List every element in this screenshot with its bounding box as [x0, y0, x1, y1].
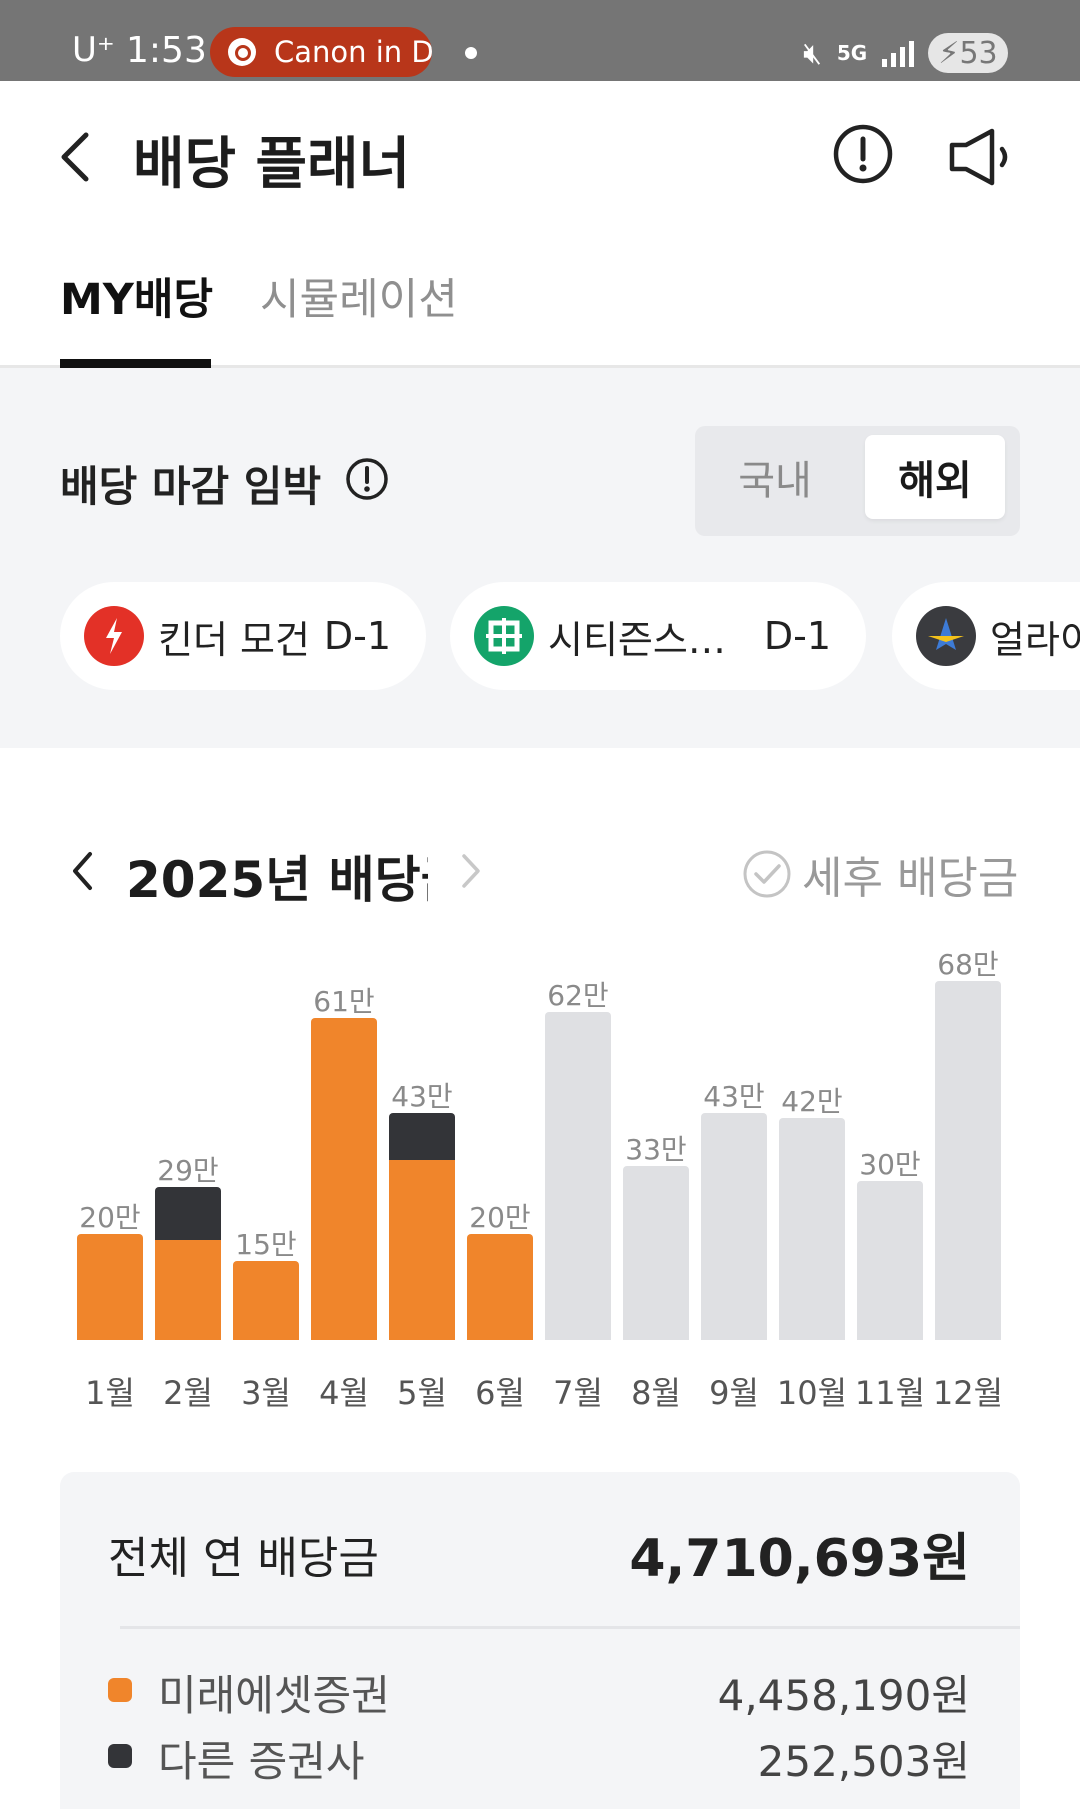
bar-value-label: 15만 [235, 1227, 297, 1261]
legend-value: 4,458,190원 [717, 1671, 970, 1720]
bar-8월[interactable] [623, 1165, 689, 1340]
month-label: 10월 [776, 1374, 848, 1412]
bar-value-label: 42만 [781, 1085, 843, 1118]
tab-my-dividend[interactable]: MY배당 [60, 275, 214, 325]
next-year-icon[interactable] [460, 852, 482, 890]
bar-value-label: 30만 [859, 1148, 921, 1182]
bar-5월[interactable] [389, 1160, 455, 1340]
bar-value-label: 29만 [157, 1153, 219, 1187]
deadline-chip-list[interactable]: 킨더 모건 D-1 시티즌스… D-1 얼라이 [0, 582, 1080, 692]
legend-row-mirae: 미래에셋증권 4,458,190원 [108, 1658, 970, 1720]
month-label: 11월 [854, 1374, 926, 1412]
status-icons: 🔇︎ 5G ⚡ 53 [803, 30, 1008, 76]
d-day-badge: D-1 [763, 614, 831, 658]
battery-indicator: ⚡ 53 [928, 33, 1008, 73]
bar-11월[interactable] [857, 1181, 923, 1340]
dividend-deadline-section: 배당 마감 임박 국내 해외 킨더 모건 D-1 시티즌스… D-1 [0, 368, 1080, 748]
d-day-badge: D-1 [323, 614, 392, 658]
legend-swatch [108, 1678, 132, 1702]
back-arrow-icon[interactable] [56, 129, 96, 185]
bar-value-label: 68만 [937, 947, 999, 981]
overseas-toggle-button[interactable]: 해외 [865, 435, 1005, 519]
bar-1월[interactable] [77, 1234, 143, 1340]
bar-value-label: 33만 [625, 1132, 687, 1166]
bar-2월[interactable] [155, 1239, 221, 1340]
legend-name: 다른 증권사 [158, 1737, 365, 1786]
divider [120, 1626, 1020, 1629]
legend-value: 252,503원 [757, 1737, 970, 1786]
carrier-label: U⁺ [72, 30, 115, 70]
year-title: 2025년 배당금 [126, 851, 428, 909]
legend-row-other: 다른 증권사 252,503원 [108, 1724, 970, 1786]
check-circle-icon [743, 850, 791, 898]
kinder-morgan-logo-icon [84, 606, 144, 666]
bar-value-label: 20만 [79, 1201, 141, 1235]
active-tab-indicator [60, 359, 211, 368]
bar-value-label: 62만 [547, 979, 609, 1013]
stock-chip[interactable]: 시티즌스… D-1 [450, 582, 866, 690]
total-value: 4,710,693원 [629, 1529, 970, 1589]
total-label: 전체 연 배당금 [108, 1533, 379, 1584]
status-bar: U⁺ 1:53 Canon in D 🔇︎ 5G ⚡ 53 [0, 0, 1080, 81]
month-label: 4월 [319, 1374, 369, 1412]
month-label: 8월 [631, 1374, 681, 1412]
bar-value-label: 61만 [313, 984, 375, 1018]
previous-year-icon[interactable] [70, 850, 96, 892]
market-toggle: 국내 해외 [695, 426, 1020, 536]
page-title: 배당 플래너 [133, 132, 411, 197]
after-tax-toggle[interactable]: 세후 배당금 [742, 842, 1018, 906]
notification-dot-icon [465, 47, 477, 59]
after-tax-label: 세후 배당금 [802, 853, 1019, 904]
annual-summary-card: 전체 연 배당금 4,710,693원 미래에셋증권 4,458,190원 다른… [60, 1472, 1020, 1809]
bar-value-label: 43만 [391, 1079, 453, 1113]
legend-swatch [108, 1744, 132, 1768]
mute-icon: 🔇︎ [803, 35, 822, 71]
domestic-toggle-button[interactable]: 국내 [738, 458, 812, 504]
month-label: 7월 [553, 1374, 603, 1412]
bar-5월[interactable] [389, 1112, 455, 1161]
media-title: Canon in D [274, 35, 432, 69]
tab-bar: MY배당 시뮬레이션 [0, 221, 1080, 368]
battery-level: 53 [959, 35, 998, 71]
month-label: 12월 [932, 1374, 1004, 1412]
month-label: 5월 [397, 1374, 447, 1412]
section-title: 배당 마감 임박 [60, 462, 322, 511]
month-label: 3월 [241, 1374, 291, 1412]
network-type: 5G [836, 41, 868, 65]
media-pill[interactable]: Canon in D [210, 27, 432, 77]
speaker-icon[interactable] [948, 127, 1014, 187]
stock-name: 시티즌스… [548, 617, 726, 662]
ally-logo-icon [916, 606, 976, 666]
citizens-logo-icon [474, 606, 534, 666]
month-label: 9월 [709, 1374, 759, 1412]
clock: 1:53 [126, 30, 207, 71]
music-icon [228, 38, 256, 66]
bar-12월[interactable] [935, 980, 1001, 1340]
bar-value-label: 20만 [469, 1201, 531, 1235]
monthly-dividend-chart: 20만 1월 29만 2월 15만 3월 61만 4월 43만 5월 20만 6월 62만 7월 33만 8월… [0, 948, 1080, 1420]
bar-2월[interactable] [155, 1186, 221, 1240]
bar-10월[interactable] [779, 1118, 845, 1340]
bar-4월[interactable] [311, 1017, 377, 1340]
stock-chip[interactable]: 킨더 모건 D-1 [60, 582, 426, 690]
bar-7월[interactable] [545, 1012, 611, 1340]
info-icon[interactable] [345, 457, 389, 501]
bar-6월[interactable] [467, 1234, 533, 1340]
tab-simulation[interactable]: 시뮬레이션 [260, 275, 458, 325]
bar-9월[interactable] [701, 1112, 767, 1340]
month-label: 1월 [85, 1374, 135, 1412]
legend-name: 미래에셋증권 [158, 1671, 390, 1720]
stock-name: 킨더 모건 [158, 617, 310, 662]
stock-chip[interactable]: 얼라이 [892, 582, 1080, 690]
info-icon[interactable] [832, 123, 894, 185]
month-label: 2월 [163, 1374, 213, 1412]
signal-icon [882, 39, 914, 67]
app-header: 배당 플래너 [0, 81, 1080, 221]
month-label: 6월 [475, 1374, 525, 1412]
yearly-dividend-header: 2025년 배당금 세후 배당금 [0, 830, 1080, 910]
bar-3월[interactable] [233, 1260, 299, 1340]
bar-value-label: 43만 [703, 1079, 765, 1113]
stock-name: 얼라이 [990, 617, 1080, 662]
